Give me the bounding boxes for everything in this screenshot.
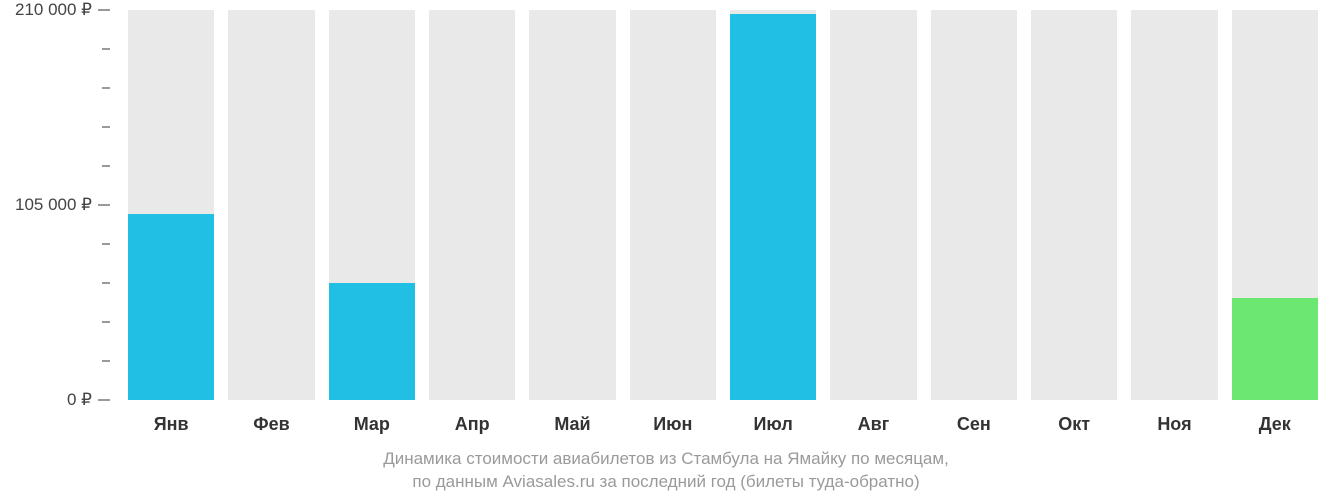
y-tick-minor	[102, 126, 110, 128]
y-tick-label: 210 000 ₽	[15, 0, 98, 20]
y-tick-minor	[102, 282, 110, 284]
month-column[interactable]	[630, 10, 716, 400]
plot-area	[128, 10, 1318, 400]
price-bar[interactable]	[128, 214, 214, 400]
y-axis: 0 ₽ 105 000 ₽ 210 000 ₽	[0, 0, 110, 410]
month-label: Июл	[730, 408, 816, 438]
month-column[interactable]	[429, 10, 515, 400]
chart-caption-line2: по данным Aviasales.ru за последний год …	[0, 471, 1332, 494]
month-column[interactable]	[1031, 10, 1117, 400]
price-chart: 0 ₽ 105 000 ₽ 210 000 ₽ Янв Фев Мар Апр Май Июн…	[0, 0, 1332, 502]
month-label: Фев	[228, 408, 314, 438]
price-bar[interactable]	[730, 14, 816, 400]
month-label: Мар	[329, 408, 415, 438]
y-tick-major: 105 000 ₽	[15, 195, 110, 215]
month-column[interactable]	[329, 10, 415, 400]
y-tick-mark	[98, 204, 110, 206]
y-tick-label: 0 ₽	[67, 390, 98, 410]
column-background	[630, 10, 716, 400]
y-tick-minor	[102, 243, 110, 245]
month-label: Апр	[429, 408, 515, 438]
x-axis-labels: Янв Фев Мар Апр Май Июн Июл Авг Сен Окт Ноя Дек	[128, 408, 1318, 438]
column-background	[429, 10, 515, 400]
column-background	[1031, 10, 1117, 400]
y-tick-minor	[102, 48, 110, 50]
month-label: Дек	[1232, 408, 1318, 438]
column-background	[228, 10, 314, 400]
month-column[interactable]	[730, 10, 816, 400]
y-tick-minor	[102, 360, 110, 362]
price-bar[interactable]	[1232, 298, 1318, 400]
month-label: Май	[529, 408, 615, 438]
column-background	[830, 10, 916, 400]
y-tick-mark	[98, 9, 110, 11]
y-tick-major: 0 ₽	[67, 390, 110, 410]
column-background	[1131, 10, 1217, 400]
column-background	[529, 10, 615, 400]
month-column[interactable]	[830, 10, 916, 400]
y-tick-minor	[102, 165, 110, 167]
y-tick-minor	[102, 87, 110, 89]
month-column[interactable]	[128, 10, 214, 400]
y-tick-label: 105 000 ₽	[15, 195, 98, 215]
price-bar[interactable]	[329, 283, 415, 400]
month-label: Авг	[830, 408, 916, 438]
month-label: Янв	[128, 408, 214, 438]
month-label: Окт	[1031, 408, 1117, 438]
month-label: Сен	[931, 408, 1017, 438]
month-column[interactable]	[1232, 10, 1318, 400]
month-column[interactable]	[529, 10, 615, 400]
month-label: Ноя	[1131, 408, 1217, 438]
month-column[interactable]	[228, 10, 314, 400]
month-column[interactable]	[1131, 10, 1217, 400]
month-column[interactable]	[931, 10, 1017, 400]
y-tick-major: 210 000 ₽	[15, 0, 110, 20]
chart-caption-line1: Динамика стоимости авиабилетов из Стамбу…	[0, 448, 1332, 471]
column-background	[931, 10, 1017, 400]
y-tick-minor	[102, 321, 110, 323]
month-label: Июн	[630, 408, 716, 438]
y-tick-mark	[98, 399, 110, 401]
